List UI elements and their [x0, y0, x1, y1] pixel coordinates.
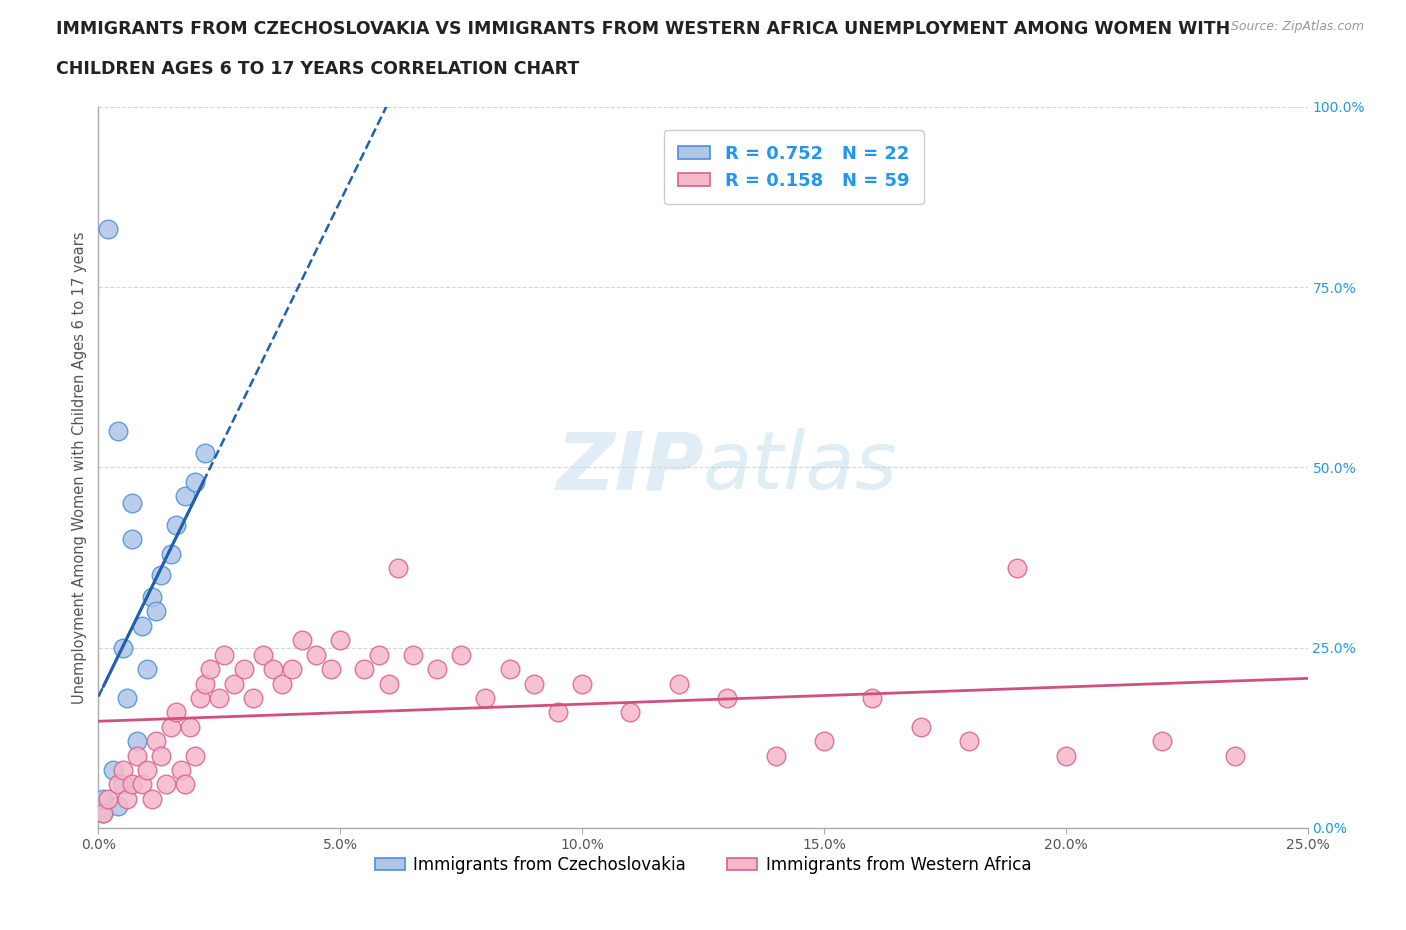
Point — [141, 590, 163, 604]
Point — [262, 662, 284, 677]
Y-axis label: Unemployment Among Women with Children Ages 6 to 17 years: Unemployment Among Women with Children A… — [72, 231, 87, 704]
Point — [765, 748, 787, 763]
Point — [619, 705, 641, 720]
Point — [547, 705, 569, 720]
Point — [1007, 561, 1029, 576]
Point — [127, 734, 149, 749]
Point — [91, 805, 114, 821]
Point — [188, 690, 211, 706]
Point — [668, 676, 690, 691]
Point — [194, 445, 217, 460]
Point — [498, 662, 520, 677]
Point — [91, 791, 114, 806]
Point — [174, 777, 197, 792]
Point — [160, 720, 183, 735]
Point — [97, 791, 120, 806]
Point — [523, 676, 546, 691]
Point — [212, 647, 235, 662]
Point — [377, 676, 399, 691]
Point — [1054, 748, 1077, 763]
Legend: Immigrants from Czechoslovakia, Immigrants from Western Africa: Immigrants from Czechoslovakia, Immigran… — [368, 849, 1038, 881]
Point — [107, 777, 129, 792]
Point — [194, 676, 217, 691]
Point — [290, 632, 312, 647]
Point — [281, 662, 304, 677]
Point — [174, 489, 197, 504]
Point — [165, 517, 187, 532]
Point — [222, 676, 245, 691]
Point — [368, 647, 391, 662]
Point — [145, 604, 167, 619]
Point — [111, 777, 134, 792]
Point — [1223, 748, 1246, 763]
Point — [353, 662, 375, 677]
Point — [813, 734, 835, 749]
Point — [117, 690, 139, 706]
Point — [474, 690, 496, 706]
Point — [121, 496, 143, 511]
Text: ZIP: ZIP — [555, 429, 703, 506]
Point — [131, 618, 153, 633]
Text: Source: ZipAtlas.com: Source: ZipAtlas.com — [1230, 20, 1364, 33]
Point — [91, 805, 114, 821]
Point — [160, 547, 183, 562]
Point — [184, 474, 207, 489]
Point — [141, 791, 163, 806]
Point — [716, 690, 738, 706]
Point — [111, 640, 134, 655]
Point — [232, 662, 254, 677]
Point — [107, 424, 129, 439]
Point — [101, 763, 124, 777]
Point — [242, 690, 264, 706]
Point — [150, 748, 173, 763]
Point — [571, 676, 593, 691]
Point — [135, 662, 157, 677]
Text: atlas: atlas — [703, 429, 898, 506]
Point — [426, 662, 449, 677]
Point — [957, 734, 980, 749]
Point — [121, 532, 143, 547]
Point — [860, 690, 883, 706]
Point — [145, 734, 167, 749]
Point — [150, 568, 173, 583]
Point — [252, 647, 274, 662]
Point — [271, 676, 294, 691]
Point — [107, 799, 129, 814]
Point — [402, 647, 425, 662]
Point — [179, 720, 201, 735]
Point — [131, 777, 153, 792]
Point — [127, 748, 149, 763]
Point — [165, 705, 187, 720]
Point — [329, 632, 352, 647]
Point — [450, 647, 472, 662]
Point — [121, 777, 143, 792]
Point — [155, 777, 177, 792]
Point — [387, 561, 409, 576]
Point — [208, 690, 231, 706]
Point — [319, 662, 342, 677]
Point — [97, 222, 120, 237]
Text: CHILDREN AGES 6 TO 17 YEARS CORRELATION CHART: CHILDREN AGES 6 TO 17 YEARS CORRELATION … — [56, 60, 579, 78]
Point — [305, 647, 328, 662]
Point — [111, 763, 134, 777]
Point — [1152, 734, 1174, 749]
Point — [184, 748, 207, 763]
Point — [198, 662, 221, 677]
Point — [117, 791, 139, 806]
Point — [135, 763, 157, 777]
Text: IMMIGRANTS FROM CZECHOSLOVAKIA VS IMMIGRANTS FROM WESTERN AFRICA UNEMPLOYMENT AM: IMMIGRANTS FROM CZECHOSLOVAKIA VS IMMIGR… — [56, 20, 1230, 38]
Point — [910, 720, 932, 735]
Point — [169, 763, 191, 777]
